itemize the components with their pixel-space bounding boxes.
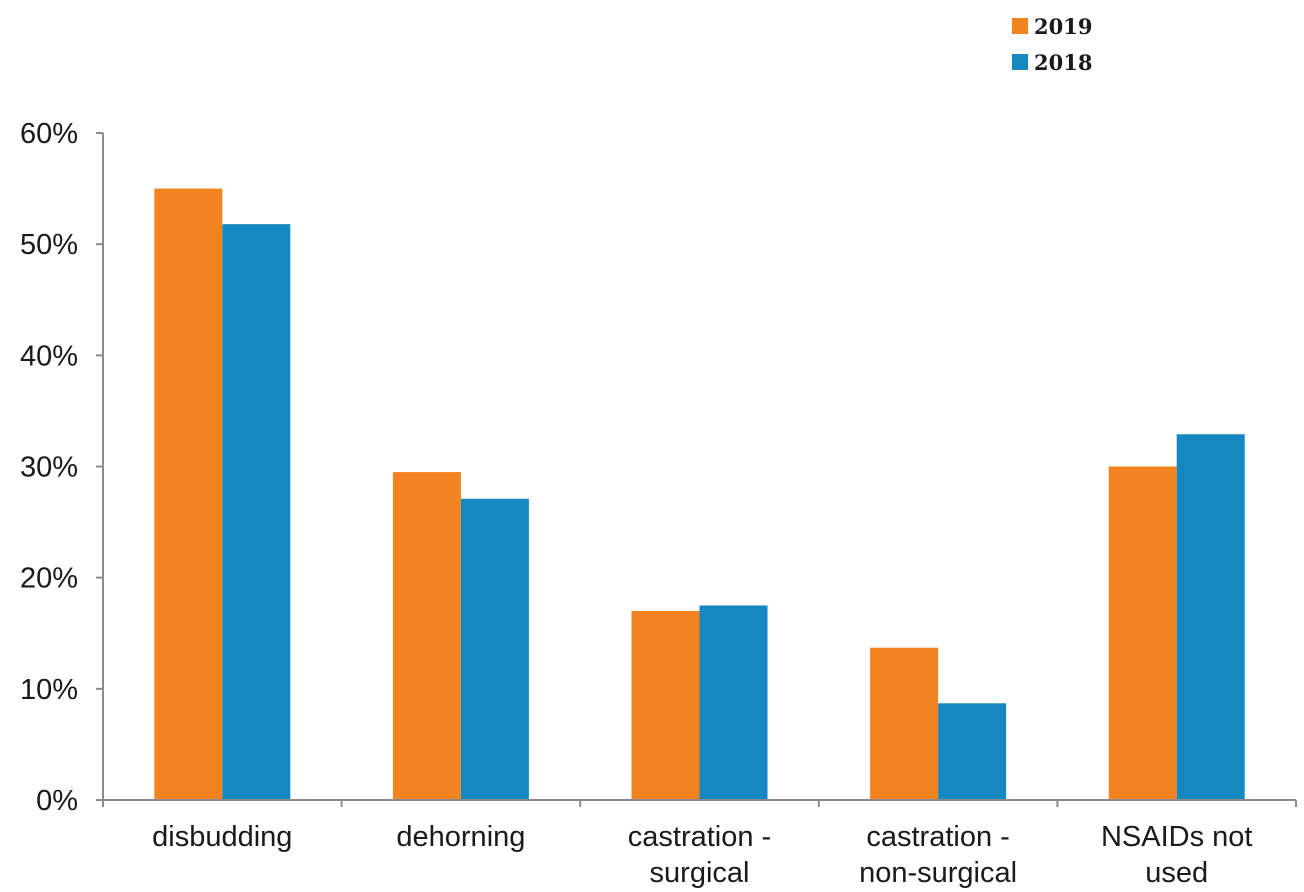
legend-label-2019: 2019	[1034, 14, 1092, 39]
x-tick-label: castration -	[628, 821, 771, 853]
x-tick-labels: disbudding dehorning castration - surgical c…	[152, 821, 1252, 889]
bar-2019-2	[632, 611, 700, 800]
bars-group	[154, 189, 1244, 800]
x-tick-label: surgical	[650, 857, 750, 889]
bar-2019-1	[393, 472, 461, 800]
bar-2018-3	[938, 703, 1006, 800]
x-tick-label: castration -	[866, 821, 1009, 853]
bar-2019-4	[1109, 467, 1177, 801]
x-tick-label: dehorning	[396, 821, 525, 853]
y-tick-label: 10%	[20, 674, 78, 706]
y-tick-labels: 0% 10% 20% 30% 40% 50% 60%	[20, 118, 78, 817]
legend: 2019 2018	[1012, 8, 1092, 80]
y-tick-label: 20%	[20, 563, 78, 595]
x-tick-label: non-surgical	[859, 857, 1017, 889]
legend-item-2018: 2018	[1012, 44, 1092, 80]
y-tick-label: 0%	[36, 785, 78, 817]
y-tick-label: 30%	[20, 452, 78, 484]
legend-swatch-2019	[1012, 18, 1028, 34]
x-tick-label: NSAIDs not	[1101, 821, 1253, 853]
y-tick-label: 60%	[20, 118, 78, 150]
bar-2018-4	[1177, 434, 1245, 800]
bar-2019-0	[154, 189, 222, 800]
bar-2019-3	[870, 648, 938, 800]
y-tick-label: 40%	[20, 340, 78, 372]
legend-label-2018: 2018	[1034, 50, 1092, 75]
legend-swatch-2018	[1012, 54, 1028, 70]
y-tick-label: 50%	[20, 229, 78, 261]
bar-2018-2	[700, 605, 768, 800]
bar-2018-1	[461, 499, 529, 800]
x-tick-label: used	[1145, 857, 1208, 889]
x-tick-label: disbudding	[152, 821, 292, 853]
legend-item-2019: 2019	[1012, 8, 1092, 44]
bar-2018-0	[222, 224, 290, 800]
